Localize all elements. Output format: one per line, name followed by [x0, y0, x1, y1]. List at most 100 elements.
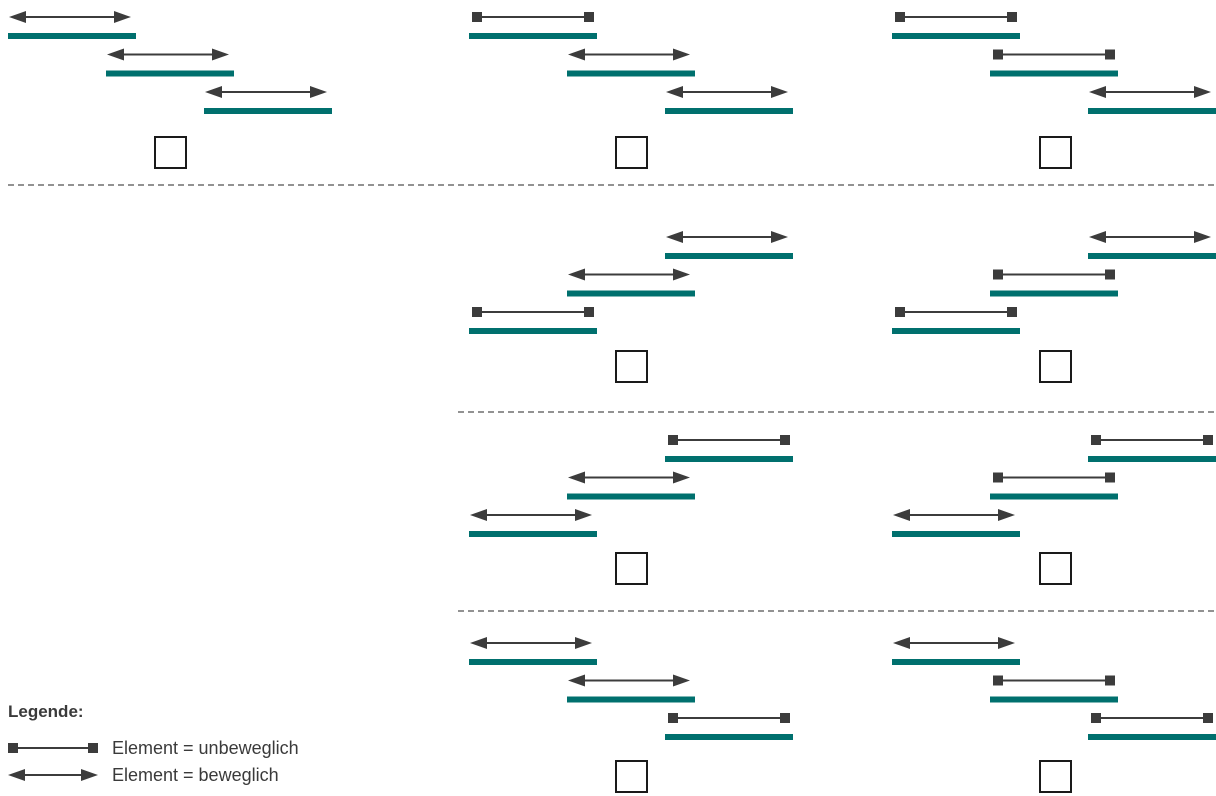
element-bar	[892, 531, 1020, 537]
element-bar	[469, 531, 597, 537]
fixed-element-icon	[472, 307, 594, 317]
fixed-element-icon	[993, 269, 1115, 280]
double-arrow-icon	[893, 509, 1015, 521]
element-bar	[1088, 456, 1216, 462]
checkbox[interactable]	[615, 552, 648, 585]
element-bar	[469, 659, 597, 665]
element-movable	[567, 674, 695, 703]
double-arrow-icon	[666, 231, 788, 243]
legend-fixed-label: Element = unbeweglich	[112, 737, 299, 758]
element-fixed	[1088, 713, 1216, 740]
fixed-element-icon	[1091, 713, 1213, 723]
element-movable	[892, 509, 1020, 537]
double-arrow-icon	[107, 48, 229, 61]
element-bar	[469, 328, 597, 334]
element-bar	[567, 290, 695, 297]
element-bar	[665, 456, 793, 462]
checkbox[interactable]	[1039, 760, 1072, 793]
element-fixed	[990, 675, 1118, 703]
fixed-element-icon	[668, 435, 790, 445]
dividers	[8, 184, 1216, 612]
fixed-element-icon	[895, 12, 1017, 22]
element-bar	[665, 734, 793, 740]
legend-movable: Element = beweglich	[8, 764, 279, 786]
double-arrow-icon	[8, 769, 98, 781]
checkbox[interactable]	[615, 760, 648, 793]
double-arrow-icon	[205, 86, 327, 98]
element-fixed	[892, 307, 1020, 334]
double-arrow-icon	[893, 637, 1015, 649]
element-bar	[1088, 734, 1216, 740]
element-bar	[567, 493, 695, 500]
element-bar	[990, 696, 1118, 703]
element-bar	[665, 108, 793, 114]
panel-p6	[469, 435, 793, 585]
checkbox[interactable]	[1039, 136, 1072, 169]
element-bar	[990, 493, 1118, 500]
element-movable	[204, 86, 332, 114]
double-arrow-icon	[666, 86, 788, 98]
panel-p9	[892, 637, 1216, 793]
element-fixed	[665, 713, 793, 740]
panel-p2	[469, 12, 793, 169]
panel-p5	[892, 231, 1216, 383]
fixed-element-icon	[993, 675, 1115, 686]
element-bar	[469, 33, 597, 39]
element-fixed	[990, 49, 1118, 77]
element-fixed	[1088, 435, 1216, 462]
legend-movable-label: Element = beweglich	[112, 764, 279, 785]
fixed-element-icon	[668, 713, 790, 723]
legend-fixed: Element = unbeweglich	[8, 737, 299, 759]
element-bar	[567, 70, 695, 77]
checkbox[interactable]	[1039, 350, 1072, 383]
checkbox[interactable]	[615, 136, 648, 169]
checkbox[interactable]	[615, 350, 648, 383]
element-movable	[567, 268, 695, 297]
fixed-element-icon	[1091, 435, 1213, 445]
element-bar	[567, 696, 695, 703]
element-bar	[1088, 108, 1216, 114]
element-movable	[8, 11, 136, 39]
element-bar	[1088, 253, 1216, 259]
element-fixed	[469, 307, 597, 334]
element-movable	[469, 509, 597, 537]
element-movable	[469, 637, 597, 665]
double-arrow-icon	[568, 48, 690, 61]
double-arrow-icon	[568, 471, 690, 484]
double-arrow-icon	[9, 11, 131, 23]
panel-p3	[892, 12, 1216, 169]
panel-p1	[8, 11, 332, 169]
element-bar	[990, 290, 1118, 297]
element-fixed	[892, 12, 1020, 39]
checkbox[interactable]	[154, 136, 187, 169]
element-movable	[665, 86, 793, 114]
element-movable	[1088, 86, 1216, 114]
element-bar	[892, 328, 1020, 334]
element-movable	[1088, 231, 1216, 259]
element-movable	[567, 48, 695, 77]
double-arrow-icon	[568, 674, 690, 687]
fixed-element-icon	[993, 49, 1115, 60]
double-arrow-icon	[470, 637, 592, 649]
panel-p7	[892, 435, 1216, 585]
double-arrow-icon	[1089, 231, 1211, 243]
element-movable	[567, 471, 695, 500]
element-fixed	[469, 12, 597, 39]
double-arrow-icon	[1089, 86, 1211, 98]
element-bar	[8, 33, 136, 39]
panels	[8, 11, 1216, 793]
element-fixed	[665, 435, 793, 462]
panel-p8	[469, 637, 793, 793]
legend-title: Legende:	[8, 702, 84, 721]
double-arrow-icon	[568, 268, 690, 281]
element-bar	[892, 33, 1020, 39]
panel-p4	[469, 231, 793, 383]
checkbox[interactable]	[1039, 552, 1072, 585]
element-bar	[665, 253, 793, 259]
element-bar	[204, 108, 332, 114]
fixed-element-icon	[8, 743, 98, 753]
fixed-element-icon	[472, 12, 594, 22]
element-bar	[106, 70, 234, 77]
double-arrow-icon	[470, 509, 592, 521]
